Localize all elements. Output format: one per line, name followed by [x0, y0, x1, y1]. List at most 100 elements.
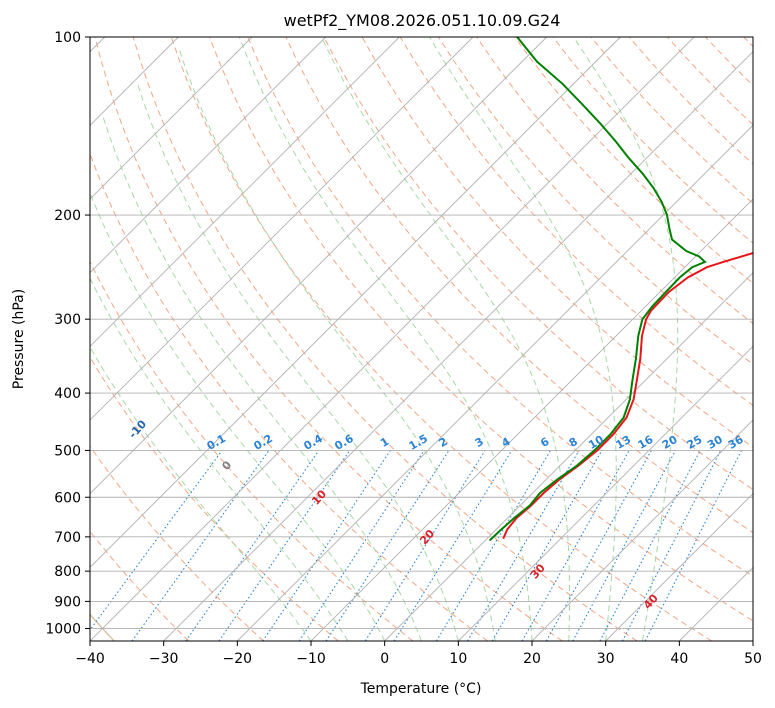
mixing-ratio-label: 0.6: [332, 432, 356, 453]
moist-adiabat: [90, 346, 312, 641]
moist-adiabat: [101, 113, 422, 641]
isotherm-line: [679, 566, 753, 641]
dry-adiabat: [590, 37, 753, 205]
dry-adiabat: [209, 37, 753, 622]
mixing-ratio-line: [131, 450, 270, 641]
dry-adiabat: [90, 152, 488, 641]
grid: [90, 37, 753, 641]
mixing-ratio-label: 13: [614, 433, 634, 452]
dry-adiabat: [94, 37, 563, 641]
isotherm-line: [90, 37, 326, 274]
mixing-ratio-label: 6: [538, 435, 551, 450]
x-tick-label: 50: [744, 651, 762, 667]
isotherm-line: [237, 124, 753, 641]
isotherm-line: [310, 198, 753, 641]
dry-adiabat: [437, 37, 753, 365]
isotherm-line: [90, 37, 474, 421]
line-labels: 0.10.20.40.611.52346810131620253036-100-…: [126, 417, 746, 611]
dry-adiabat: [667, 37, 753, 126]
isotherm-line: [163, 51, 753, 641]
x-axis-label: Temperature (°C): [360, 681, 482, 697]
mixing-ratio-line: [325, 450, 450, 641]
moist-adiabat: [429, 37, 617, 641]
dry-adiabat: [170, 37, 712, 641]
moist-adiabat: [137, 83, 459, 641]
y-tick-label: 200: [54, 208, 81, 224]
x-tick-label: −10: [296, 651, 326, 667]
mixing-ratio-line: [491, 450, 603, 641]
dewpoint-line: [488, 37, 707, 542]
dry-adiabat: [90, 530, 190, 641]
y-tick-label: 1000: [45, 621, 81, 637]
x-tick-label: 0: [380, 651, 389, 667]
mixing-ratio-line: [298, 450, 425, 641]
isotherm-line: [384, 272, 753, 641]
dry-adiabat-label: 30: [528, 561, 548, 581]
x-tick-label: 30: [597, 651, 615, 667]
mixing-ratio-label: 25: [685, 433, 705, 452]
y-tick-label: 500: [54, 443, 81, 459]
dry-adiabat: [90, 260, 414, 641]
mixing-ratio-label: 3: [473, 435, 486, 450]
mixing-ratio-line: [644, 450, 742, 641]
mixing-ratio-line: [262, 450, 391, 641]
y-tick-label: 300: [54, 312, 81, 328]
y-axis-label: Pressure (hPa): [11, 289, 27, 389]
mixing-ratio-label: 0.4: [302, 432, 326, 453]
y-tick-label: 400: [54, 386, 81, 402]
mixing-ratio-line: [435, 450, 552, 641]
y-tick-label: 700: [54, 530, 81, 546]
mixing-ratio-line: [185, 450, 320, 641]
temperature-line: [502, 252, 753, 540]
dry-adiabat: [743, 37, 753, 48]
mixing-ratio-label: 4: [499, 435, 512, 450]
x-tick-label: −30: [149, 651, 179, 667]
y-tick-label: 900: [54, 594, 81, 610]
x-tick-label: 20: [523, 651, 541, 667]
mixing-ratio-line: [393, 450, 513, 641]
dry-adiabat: [476, 37, 753, 325]
mixing-ratio-label: 0.2: [252, 432, 275, 453]
mixing-ratio-line: [572, 450, 677, 641]
dry-adiabat: [705, 37, 753, 87]
dry-adiabat: [514, 37, 753, 284]
isotherm-line: [90, 37, 621, 568]
axes: −40 −30 −20 −10 0 10 20 30 40 5010020030040050060…: [45, 30, 762, 667]
background-lines: [90, 37, 753, 641]
y-tick-label: 800: [54, 564, 81, 580]
isotherm-line: [458, 345, 753, 641]
chart-title: wetPf2_YM08.2026.051.10.09.G24: [284, 11, 561, 31]
series-layer: [488, 37, 753, 542]
isotherm-line: [90, 37, 695, 641]
mixing-ratio-line: [521, 450, 630, 641]
mixing-ratio-line: [467, 450, 580, 641]
mixing-ratio-label: 30: [705, 433, 725, 452]
isotherm-line: [531, 419, 753, 641]
isotherm-line: [90, 37, 547, 495]
mixing-ratio-label: 10: [586, 433, 606, 452]
y-tick-label: 100: [54, 30, 81, 46]
mixing-ratio-line: [90, 450, 223, 631]
y-tick-label: 600: [54, 490, 81, 506]
isotherm-line: [90, 37, 400, 347]
x-tick-label: −20: [223, 651, 253, 667]
mixing-ratio-line: [364, 450, 486, 641]
dry-adiabat: [90, 356, 339, 641]
moist-adiabat: [178, 49, 496, 641]
dry-adiabat: [90, 445, 264, 641]
plot-frame: [89, 36, 754, 642]
moist-adiabat: [238, 37, 533, 641]
dry-adiabat: [323, 37, 753, 491]
x-tick-label: 10: [449, 651, 467, 667]
isotherm-line: [90, 37, 253, 200]
dry-adiabat: [132, 37, 638, 641]
dry-adiabat: [285, 37, 753, 534]
moist-adiabat: [573, 37, 679, 641]
mixing-ratio-line: [545, 450, 652, 641]
dry-adiabat: [247, 37, 753, 577]
x-tick-label: 40: [670, 651, 688, 667]
moist-adiabat: [90, 277, 349, 641]
mixing-ratio-label: 1.5: [407, 432, 430, 453]
dry-adiabat: [552, 37, 753, 244]
